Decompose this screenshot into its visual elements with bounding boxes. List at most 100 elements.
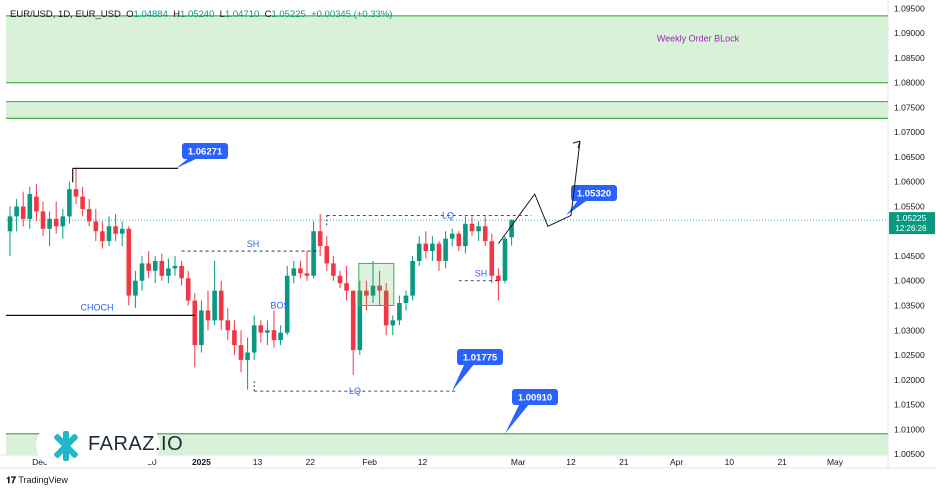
- x-tick-label: Apr: [670, 457, 683, 467]
- high-value: 1.05240: [180, 9, 215, 20]
- faraz-logo-icon: [54, 431, 78, 461]
- candle-body: [291, 268, 297, 276]
- candle-body: [364, 290, 369, 296]
- candle-body: [509, 219, 514, 238]
- watermark-logo: FARAZ.IO: [36, 423, 183, 467]
- candle-body: [284, 275, 290, 333]
- candle-body: [298, 268, 303, 274]
- lq-top-label: LQ: [442, 210, 454, 220]
- candle-body: [27, 194, 33, 219]
- candle-body: [337, 275, 343, 284]
- x-tick-label: 13: [253, 457, 263, 467]
- candle-body: [416, 243, 422, 261]
- candle-body: [370, 285, 376, 296]
- candle-body: [377, 285, 382, 291]
- candle-body: [139, 263, 145, 281]
- candle-body: [218, 290, 224, 321]
- order-block-zone: [6, 433, 888, 455]
- x-tick-label: 2025: [192, 457, 211, 467]
- candle-body: [53, 218, 59, 227]
- candle-body: [192, 300, 198, 346]
- y-tick-label: 1.08500: [894, 53, 925, 63]
- candle-body: [317, 231, 323, 247]
- candle-body: [304, 273, 310, 276]
- candle-body: [357, 290, 363, 351]
- last-price-badge: [889, 212, 935, 235]
- callout-bottom-text: 1.00910: [518, 393, 552, 404]
- candle-body: [324, 246, 330, 264]
- sh-right-label: SH: [475, 269, 488, 279]
- y-tick-label: 1.08000: [894, 78, 925, 88]
- candle-body: [463, 223, 468, 247]
- x-tick-label: 22: [306, 457, 316, 467]
- candle-body: [238, 345, 244, 360]
- candle-body: [20, 206, 26, 219]
- order-block-box: [358, 262, 395, 306]
- candle-body: [344, 283, 349, 291]
- candle-body: [496, 275, 501, 281]
- candle-body: [456, 233, 462, 247]
- close-value: 1.05225: [271, 9, 306, 20]
- high-label: H: [173, 9, 181, 20]
- x-tick-label: 20: [147, 457, 157, 467]
- candle-body: [225, 320, 231, 331]
- candle-body: [430, 243, 435, 252]
- candle-body: [423, 243, 429, 252]
- candle-body: [258, 325, 264, 333]
- candle-body: [311, 231, 316, 276]
- candle-body: [449, 233, 455, 239]
- callout-target-text: 1.05320: [577, 189, 611, 200]
- callout-bottom-box: [512, 389, 558, 405]
- candle-body: [489, 241, 495, 276]
- candle-body: [60, 216, 66, 227]
- candle-body: [40, 211, 46, 229]
- callout-lq-text: 1.01775: [463, 353, 498, 364]
- y-tick-label: 1.01500: [894, 400, 925, 410]
- candle-body: [390, 320, 396, 326]
- candle-body: [278, 332, 283, 341]
- choch-label: CHOCH: [81, 302, 114, 312]
- y-tick-label: 1.07500: [894, 102, 925, 112]
- callout-lq-pointer: [452, 363, 475, 392]
- y-tick-label: 1.05500: [894, 201, 925, 211]
- candle-body: [502, 238, 508, 281]
- candle-body: [86, 208, 92, 222]
- candle-body: [251, 325, 257, 353]
- y-tick-label: 1.04000: [894, 276, 925, 286]
- x-tick-label: Mar: [511, 457, 526, 467]
- candle-body: [80, 196, 85, 209]
- candle-body: [7, 216, 13, 232]
- y-tick-label: 1.06500: [894, 152, 925, 162]
- countdown-text: 12:26:26: [895, 224, 927, 233]
- candle-body: [67, 189, 72, 217]
- candle-body: [271, 330, 277, 341]
- symbol-label: EUR/USD, 1D, EUR_USD: [10, 9, 121, 20]
- x-tick-label: 21: [619, 457, 629, 467]
- open-value: 1.04884: [133, 9, 168, 20]
- candle-body: [159, 260, 165, 276]
- candle-body: [146, 263, 151, 271]
- change-value: +0.00345 (+0.33%): [311, 9, 393, 20]
- y-tick-label: 1.02000: [894, 375, 925, 385]
- candle-body: [383, 290, 389, 326]
- candle-body: [199, 310, 204, 346]
- tradingview-logo-icon: 𝟏𝟕: [6, 475, 17, 485]
- x-tick-label: 10: [725, 457, 735, 467]
- last-price-text: 1.05225: [896, 213, 927, 223]
- tradingview-footer: 𝟏𝟕 TradingView: [6, 475, 68, 486]
- candle-body: [47, 218, 52, 229]
- candle-body: [113, 226, 118, 234]
- candle-body: [443, 238, 448, 261]
- callout-target-pointer: [566, 199, 589, 216]
- candle-body: [205, 310, 211, 321]
- candle-body: [93, 221, 99, 232]
- x-tick-label: Dec: [32, 457, 48, 467]
- low-value: 1.04710: [224, 9, 260, 20]
- order-block-zone: [6, 101, 888, 119]
- chart-header: EUR/USD, 1D, EUR_USD O1.04884 H1.05240 L…: [10, 9, 392, 20]
- candle-body: [482, 226, 488, 242]
- candle-body: [100, 231, 105, 242]
- y-tick-label: 1.04500: [894, 251, 925, 261]
- candle-body: [133, 280, 138, 296]
